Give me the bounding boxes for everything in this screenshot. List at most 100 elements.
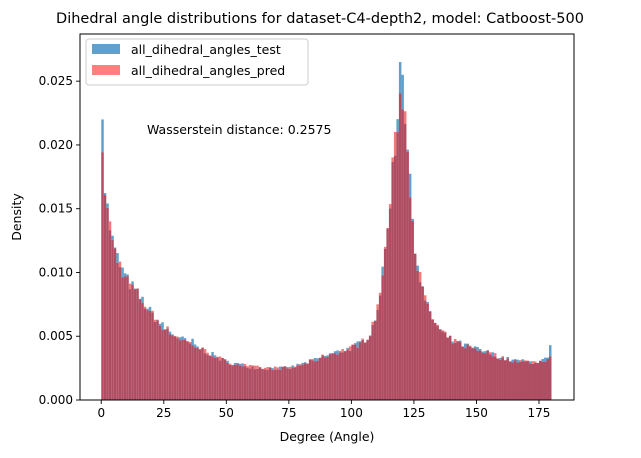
histogram-bar-overlap xyxy=(146,310,149,400)
histogram-bar-overlap xyxy=(291,367,294,400)
histogram-bar-test xyxy=(146,309,149,310)
histogram-bar-overlap xyxy=(324,358,327,400)
histogram-bar-pred xyxy=(189,342,192,343)
histogram-bar-test xyxy=(159,324,162,326)
histogram-bar-overlap xyxy=(104,195,107,400)
histogram-bar-test xyxy=(549,345,552,356)
histogram-bar-overlap xyxy=(231,365,234,400)
histogram-bar-overlap xyxy=(424,300,427,400)
histogram-bar-overlap xyxy=(329,354,332,400)
y-tick-label: 0.015 xyxy=(39,202,73,216)
histogram-bar-overlap xyxy=(509,362,512,400)
histogram-bar-pred xyxy=(454,339,457,343)
histogram-bar-pred xyxy=(219,356,222,360)
histogram-bar-pred xyxy=(216,357,219,358)
histogram-bar-pred xyxy=(519,360,522,362)
histogram-bar-test xyxy=(426,302,429,304)
histogram-bar-pred xyxy=(151,311,154,313)
histogram-bar-test xyxy=(409,174,412,198)
histogram-bar-overlap xyxy=(301,365,304,400)
histogram-bar-pred xyxy=(311,359,314,360)
histogram-bar-overlap xyxy=(364,343,367,400)
histogram-bar-pred xyxy=(389,204,392,208)
y-tick-label: 0.020 xyxy=(39,138,73,152)
histogram-bar-overlap xyxy=(249,369,252,400)
histogram-bar-overlap xyxy=(406,152,409,400)
histogram-bar-overlap xyxy=(389,208,392,400)
x-tick-label: 125 xyxy=(402,406,425,420)
histogram-bar-pred xyxy=(371,322,374,325)
histogram-bar-test xyxy=(499,358,502,360)
histogram-bar-pred xyxy=(441,330,444,331)
histogram-bar-test xyxy=(416,266,419,271)
histogram-bar-overlap xyxy=(499,360,502,400)
histogram-bar-pred xyxy=(431,319,434,320)
histogram-bar-pred xyxy=(166,326,169,328)
histogram-bar-test xyxy=(516,360,519,363)
histogram-bar-overlap xyxy=(394,156,397,400)
histogram-bar-overlap xyxy=(479,351,482,400)
histogram-bar-overlap xyxy=(511,363,514,400)
histogram-bar-overlap xyxy=(186,342,189,400)
histogram-bar-overlap xyxy=(534,363,537,400)
histogram-bar-overlap xyxy=(216,357,219,400)
histogram-bar-overlap xyxy=(164,330,167,400)
histogram-bar-pred xyxy=(154,320,157,322)
histogram-bar-overlap xyxy=(171,335,174,400)
histogram-bar-overlap xyxy=(354,345,357,400)
histogram-bar-overlap xyxy=(126,276,129,400)
histogram-bar-test xyxy=(271,368,274,370)
histogram-bar-overlap xyxy=(224,359,227,400)
histogram-bar-overlap xyxy=(434,323,437,400)
histogram-bar-overlap xyxy=(536,363,539,400)
histogram-bars xyxy=(101,62,551,400)
histogram-bar-pred xyxy=(436,325,439,326)
histogram-bar-overlap xyxy=(169,335,172,400)
histogram-bar-test xyxy=(459,341,462,342)
histogram-bar-test xyxy=(326,355,329,357)
histogram-bar-pred xyxy=(391,157,394,162)
histogram-bar-test xyxy=(286,367,289,368)
histogram-bar-overlap xyxy=(421,287,424,400)
histogram-bar-overlap xyxy=(396,132,399,400)
histogram-bar-overlap xyxy=(206,355,209,400)
histogram-bar-overlap xyxy=(129,289,132,400)
histogram-bar-overlap xyxy=(449,336,452,400)
histogram-bar-test xyxy=(279,367,282,370)
histogram-bar-overlap xyxy=(339,352,342,400)
histogram-bar-test xyxy=(149,307,152,311)
histogram-bar-pred xyxy=(364,342,367,343)
histogram-bar-overlap xyxy=(456,341,459,400)
histogram-bar-pred xyxy=(176,337,179,339)
histogram-bar-overlap xyxy=(481,353,484,400)
histogram-bar-pred xyxy=(246,366,249,368)
histogram-bar-overlap xyxy=(524,361,527,400)
histogram-bar-overlap xyxy=(311,360,314,400)
histogram-bar-overlap xyxy=(106,208,109,400)
histogram-bar-overlap xyxy=(214,358,217,400)
histogram-bar-overlap xyxy=(469,346,472,400)
histogram-bar-test xyxy=(116,253,119,263)
histogram-bar-test xyxy=(329,353,332,354)
histogram-bar-pred xyxy=(129,284,132,289)
histogram-bar-overlap xyxy=(234,365,237,400)
histogram-bar-overlap xyxy=(494,356,497,400)
histogram-bar-overlap xyxy=(346,349,349,400)
histogram-bar-overlap xyxy=(319,358,322,400)
histogram-bar-overlap xyxy=(114,248,117,400)
histogram-bar-overlap xyxy=(391,162,394,400)
histogram-bar-pred xyxy=(204,349,207,353)
histogram-bar-pred xyxy=(119,262,122,267)
histogram-bar-overlap xyxy=(166,329,169,400)
chart-title: Dihedral angle distributions for dataset… xyxy=(56,11,584,27)
histogram-bar-test xyxy=(234,363,237,365)
histogram-bar-overlap xyxy=(356,348,359,400)
histogram-bar-test xyxy=(451,342,454,344)
histogram-bar-overlap xyxy=(416,271,419,400)
histogram-bar-overlap xyxy=(461,347,464,400)
x-tick-label: 75 xyxy=(281,406,296,420)
histogram-bar-overlap xyxy=(349,351,352,400)
histogram-bar-test xyxy=(541,359,544,362)
histogram-bar-overlap xyxy=(521,361,524,400)
histogram-bar-test xyxy=(106,203,109,208)
